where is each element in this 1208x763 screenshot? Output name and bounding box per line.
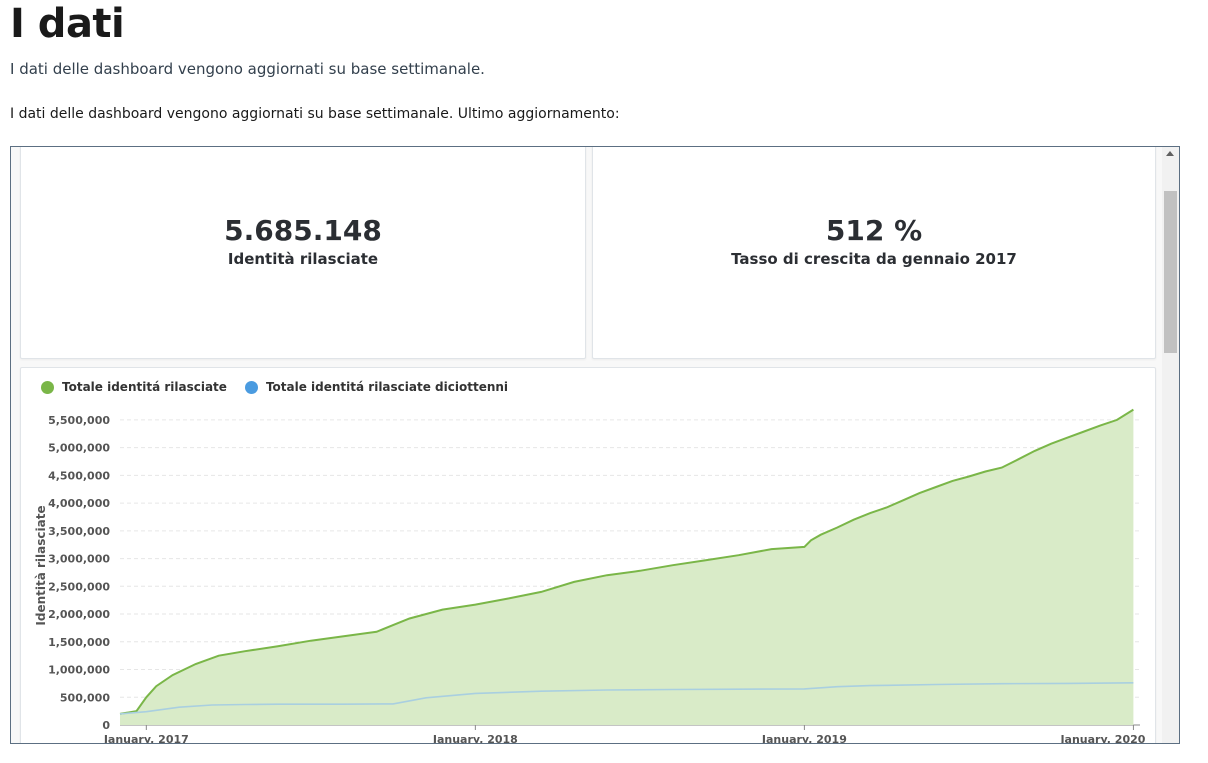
legend-item-eighteen[interactable]: Totale identitá rilasciate diciottenni <box>244 380 509 394</box>
total-series-line <box>119 408 1134 715</box>
kpi-label: Tasso di crescita da gennaio 2017 <box>731 250 1017 268</box>
vertical-scrollbar[interactable] <box>1162 147 1179 743</box>
y-tick-label: 2,500,000 <box>48 580 110 593</box>
y-tick-label: 1,000,000 <box>48 664 110 677</box>
y-tick-label: 5,000,000 <box>48 442 110 455</box>
total-area <box>120 409 1134 725</box>
area-chart: 0 500,000 1,000,000 1,500,000 2,000,000 2,500… <box>34 408 1146 744</box>
y-tick-label: 4,000,000 <box>48 497 110 510</box>
y-tick-label: 500,000 <box>60 691 110 704</box>
legend-item-total[interactable]: Totale identitá rilasciate <box>41 380 227 394</box>
kpi-card-identities: 5.685.148 Identità rilasciate <box>20 147 586 359</box>
chart-legend: Totale identitá rilasciate Totale identi… <box>41 380 508 394</box>
y-tick-label: 3,000,000 <box>48 553 110 566</box>
page-subtitle: I dati delle dashboard vengono aggiornat… <box>10 60 485 78</box>
legend-dot-green-icon <box>41 380 54 394</box>
page-title: I dati <box>10 1 125 47</box>
x-tick-label: January, 2019 <box>761 733 847 744</box>
kpi-value: 5.685.148 <box>224 214 382 247</box>
y-tick-label: 3,500,000 <box>48 525 110 538</box>
y-tick-label: 5,500,000 <box>48 414 110 427</box>
chart-card: Totale identitá rilasciate Totale identi… <box>20 367 1156 744</box>
kpi-label: Identità rilasciate <box>227 250 379 268</box>
scroll-up-arrow-icon[interactable] <box>1166 151 1174 156</box>
x-tick-label: January, 2017 <box>103 733 189 744</box>
kpi-value: 512 % <box>825 214 923 247</box>
x-tick-label: January, 2018 <box>432 733 518 744</box>
dashboard-frame[interactable]: 5.685.148 Identità rilasciate 512 % Tass… <box>10 146 1180 744</box>
y-tick-label: 0 <box>102 719 110 732</box>
legend-label: Totale identitá rilasciate diciottenni <box>265 380 509 394</box>
y-tick-label: 4,500,000 <box>48 469 110 482</box>
y-axis-title: Identità rilasciate <box>34 505 48 625</box>
legend-label: Totale identitá rilasciate <box>62 380 227 394</box>
y-tick-label: 2,000,000 <box>48 608 110 621</box>
x-tick-label: January, 2020 <box>1059 733 1145 744</box>
kpi-card-growth: 512 % Tasso di crescita da gennaio 2017 <box>592 147 1156 359</box>
update-note: I dati delle dashboard vengono aggiornat… <box>10 106 620 122</box>
scroll-thumb[interactable] <box>1164 191 1177 353</box>
eighteen-series-line <box>119 682 1134 715</box>
y-tick-label: 1,500,000 <box>48 636 110 649</box>
legend-dot-blue-icon <box>244 380 258 394</box>
